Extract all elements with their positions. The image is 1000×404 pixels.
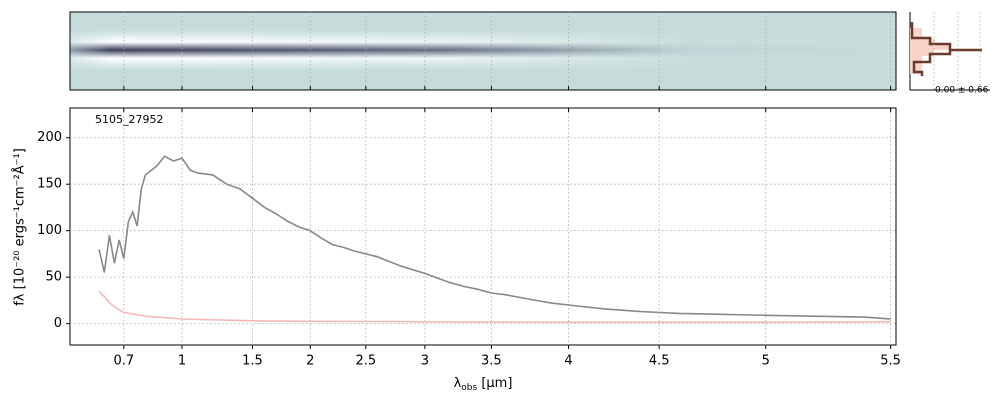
x-tick-label: 2.5 [355,354,376,369]
x-tick-label: 0.7 [113,354,134,369]
x-tick-label: 5.5 [880,354,901,369]
y-tick-label: 100 [37,223,62,238]
x-tick-label: 1.5 [242,354,263,369]
x-label-subscript: obs [461,383,477,393]
annotation: 5105_27952 [95,113,164,126]
x-tick-label: 3 [421,354,429,369]
x-label-unit: [μm] [477,376,512,391]
y-axis-label: fλ [10⁻²⁰ ergs⁻¹cm⁻²Å⁻¹] [12,148,28,306]
x-tick-label: 4 [564,354,572,369]
x-axis-label: λobs [μm] [454,376,513,393]
y-tick-label: 200 [37,130,62,145]
y-tick-label: 0 [54,316,62,331]
plot-frame [69,107,897,346]
series-line [98,290,891,323]
side-histogram [909,12,990,91]
side-label: 0.00 ± 0.66 [935,86,989,96]
series-line [98,155,891,320]
x-tick-label: 3.5 [481,354,502,369]
x-tick-label: 5 [762,354,770,369]
spectrum-2d [69,11,897,91]
y-tick-label: 50 [45,270,62,285]
x-tick-label: 2 [306,354,314,369]
x-tick-label: 1 [178,354,186,369]
y-tick-label: 150 [37,177,62,192]
x-tick-label: 4.5 [649,354,670,369]
x-label-symbol: λ [454,376,462,391]
